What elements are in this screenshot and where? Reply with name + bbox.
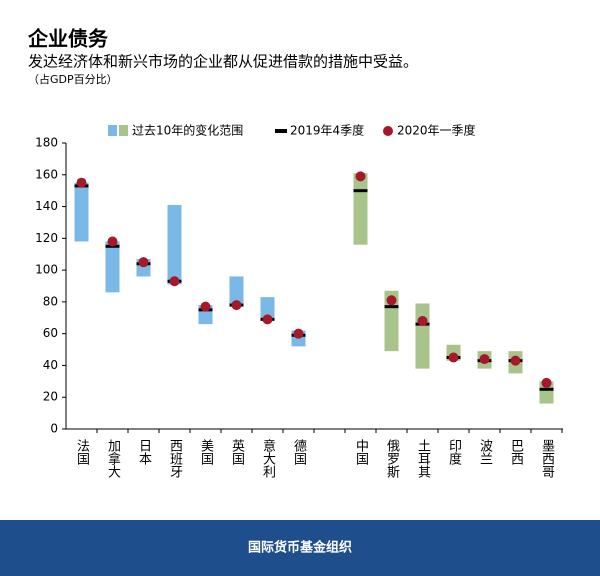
dash-marker	[384, 305, 399, 309]
dot-marker	[107, 236, 118, 247]
dot-marker	[138, 257, 149, 268]
x-tick-label: 美国	[198, 439, 214, 465]
y-tick-label: 140	[35, 199, 58, 213]
x-tick-label: 加拿大	[105, 439, 121, 478]
y-tick-label: 40	[43, 358, 58, 372]
dash-marker	[353, 189, 368, 193]
dot-marker	[169, 276, 180, 287]
legend-swatch	[275, 129, 287, 133]
y-tick-label: 20	[43, 390, 58, 404]
range-bar	[260, 297, 275, 320]
y-tick-label: 120	[35, 231, 58, 245]
x-tick-label: 俄罗斯	[384, 439, 400, 479]
y-tick-label: 100	[35, 263, 58, 277]
x-tick-label: 法国	[74, 439, 90, 465]
x-tick-label: 英国	[229, 439, 245, 465]
x-tick-label: 巴西	[508, 439, 524, 465]
range-bar	[74, 182, 89, 242]
x-tick-label: 印度	[446, 439, 462, 465]
dot-marker	[541, 377, 552, 388]
x-tick-label: 意大利	[260, 438, 276, 478]
legend-swatch	[383, 126, 393, 136]
legend-swatch	[108, 125, 117, 136]
x-tick-label: 中国	[353, 439, 368, 465]
chart-subtitle: 发达经济体和新兴市场的企业都从促进借款的措施中受益。	[28, 53, 418, 71]
legend-swatch	[119, 125, 128, 136]
range-bar	[539, 381, 554, 404]
legend-label: 2020年一季度	[397, 123, 476, 138]
x-tick-label: 墨西哥	[539, 439, 555, 478]
range-bar	[105, 241, 120, 293]
range-bar	[415, 303, 430, 369]
y-tick-label: 160	[35, 167, 58, 181]
dot-marker	[293, 328, 304, 339]
dot-marker	[231, 300, 242, 311]
x-tick-label: 土耳其	[415, 439, 431, 478]
footer-band	[0, 520, 600, 576]
dot-marker	[386, 295, 397, 306]
legend-label: 过去10年的变化范围	[132, 123, 243, 138]
dot-marker	[200, 301, 211, 312]
dot-marker	[76, 177, 87, 188]
range-bar	[167, 204, 182, 285]
footer-text: 国际货币基金组织	[248, 540, 352, 556]
dot-marker	[417, 315, 428, 326]
y-tick-label: 60	[43, 326, 58, 340]
chart-title: 企业债务	[27, 27, 109, 51]
dot-marker	[262, 314, 273, 325]
chart-note: （占GDP百分比）	[28, 72, 118, 86]
x-tick-label: 德国	[291, 439, 307, 465]
dot-marker	[510, 355, 521, 366]
range-bar	[353, 173, 368, 245]
x-tick-label: 西班牙	[167, 439, 183, 478]
dot-marker	[448, 352, 459, 363]
y-tick-label: 180	[35, 136, 58, 150]
y-tick-label: 0	[50, 422, 58, 436]
dot-marker	[355, 171, 366, 182]
legend-label: 2019年4季度	[290, 123, 364, 138]
range-bar	[229, 276, 244, 307]
x-tick-label: 波兰	[477, 439, 493, 465]
dot-marker	[479, 354, 490, 365]
dash-marker	[539, 387, 554, 391]
x-tick-label: 日本	[136, 439, 152, 465]
y-tick-label: 80	[43, 294, 58, 308]
